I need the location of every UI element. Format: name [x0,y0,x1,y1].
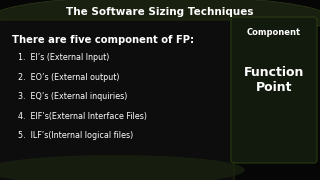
Text: Function
Point: Function Point [244,66,304,94]
Text: 3.  EQ’s (External inquiries): 3. EQ’s (External inquiries) [18,92,127,101]
Text: 1.  EI’s (External Input): 1. EI’s (External Input) [18,53,109,62]
Text: 2.  EO’s (External output): 2. EO’s (External output) [18,73,119,82]
Ellipse shape [0,0,320,40]
FancyBboxPatch shape [231,17,317,163]
Text: There are five component of FP:: There are five component of FP: [12,35,194,45]
Text: Component: Component [247,28,301,37]
Ellipse shape [0,155,245,180]
FancyBboxPatch shape [0,20,234,180]
Text: 4.  EIF’s(External Interface Files): 4. EIF’s(External Interface Files) [18,111,147,120]
Text: 5.  ILF’s(Internal logical files): 5. ILF’s(Internal logical files) [18,131,133,140]
Text: The Software Sizing Techniques: The Software Sizing Techniques [66,7,254,17]
